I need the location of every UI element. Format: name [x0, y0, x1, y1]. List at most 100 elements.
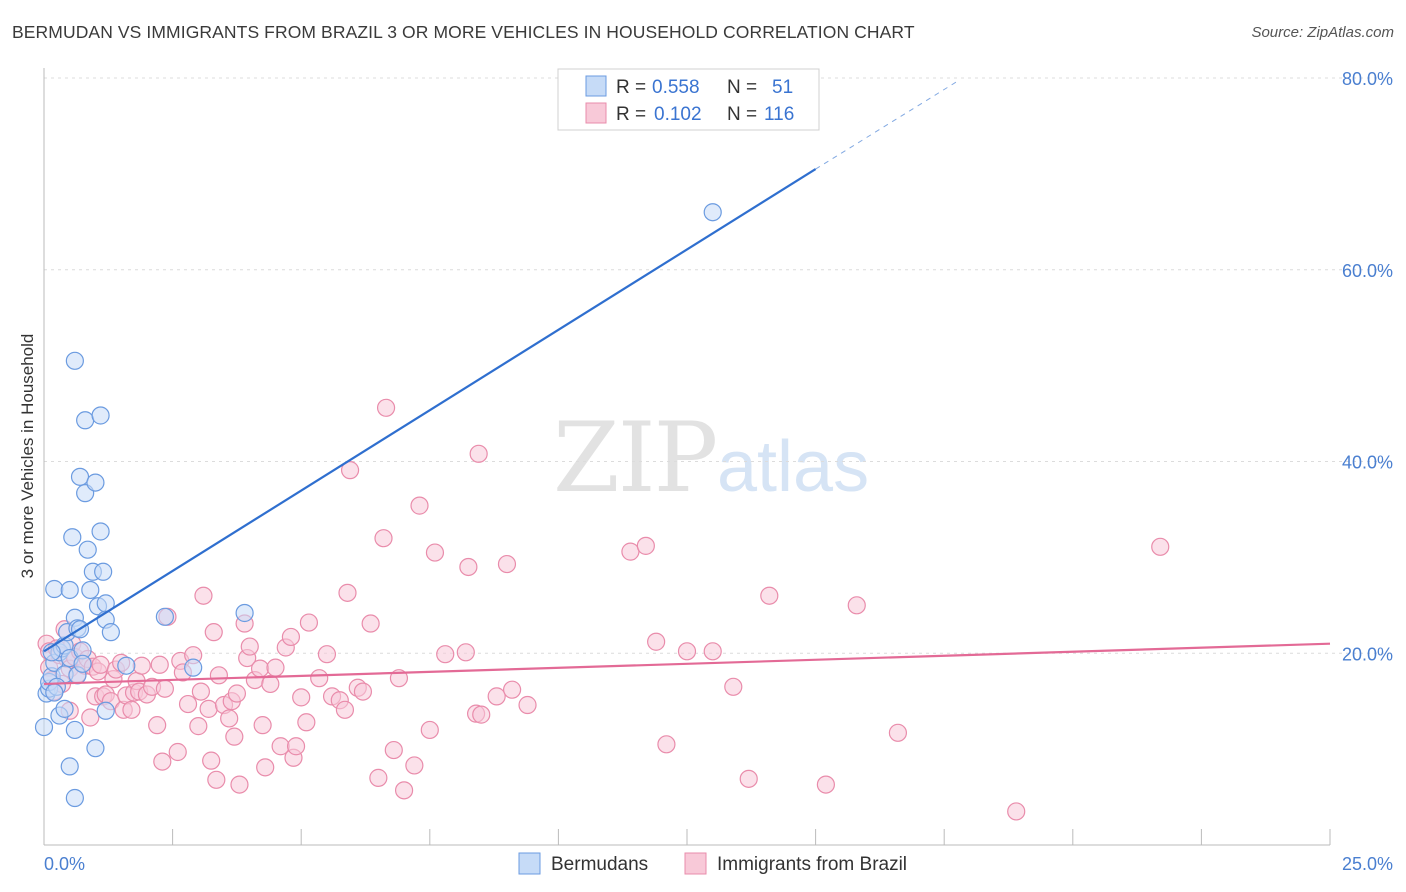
- brazil-point: [297, 713, 316, 732]
- bermudans-point: [65, 788, 84, 808]
- brazil-point: [487, 687, 506, 706]
- bermudans-point: [76, 411, 95, 430]
- brazil-point: [621, 542, 640, 561]
- bermudans-point: [55, 699, 74, 718]
- x-tick-label-max: 25.0%: [1342, 854, 1393, 874]
- brazil-point: [230, 775, 249, 794]
- brazil-point: [724, 677, 743, 696]
- bermudans-point: [63, 528, 82, 547]
- brazil-point: [202, 751, 221, 770]
- y-tick-label-80: 80.0%: [1342, 69, 1393, 89]
- brazil-point: [194, 586, 213, 605]
- brazil-point: [209, 666, 228, 685]
- brazil-point: [361, 614, 380, 633]
- brazil-point: [518, 695, 537, 715]
- brazil-point: [240, 637, 259, 656]
- y-axis-label: 3 or more Vehicles in Household: [18, 334, 37, 579]
- stats-r-value-bermudans: 0.558: [652, 77, 700, 98]
- brazil-point: [286, 737, 306, 756]
- brazil-point: [191, 682, 210, 701]
- gridlines: [44, 77, 1393, 654]
- brazil-point: [657, 735, 676, 754]
- brazil-point: [281, 627, 301, 647]
- bermudans-point: [91, 406, 110, 425]
- bermudans-point: [703, 203, 722, 222]
- brazil-point: [703, 642, 722, 661]
- stats-legend-swatch-bermudans: [585, 75, 607, 97]
- stats-n-value-bermudans: 51: [772, 77, 793, 98]
- bermudans-point: [94, 562, 113, 581]
- bermudans-point: [96, 701, 115, 720]
- brazil-point: [310, 669, 329, 688]
- brazil-point: [503, 680, 522, 699]
- brazil-point: [250, 659, 270, 678]
- bermudans-point: [45, 579, 64, 599]
- y-tick-labels: 20.0% 40.0% 60.0% 80.0%: [1342, 69, 1393, 664]
- bermudans-point: [81, 580, 100, 600]
- brazil-point: [220, 709, 239, 728]
- chart-source: Source: ZipAtlas.com: [1251, 24, 1394, 41]
- bermudans-point: [91, 522, 110, 541]
- bermudans-point: [70, 467, 90, 486]
- trend-lines: [43, 79, 1331, 686]
- series-legend: Bermudans Immigrants from Brazil: [518, 852, 907, 875]
- brazil-point: [227, 684, 246, 703]
- trend-line-bermudans-extension: [815, 79, 960, 170]
- bermudans-point: [86, 739, 105, 758]
- stats-n-label-bermudans: N =: [727, 77, 757, 98]
- trend-line-brazil: [43, 642, 1331, 686]
- bermudans-point: [65, 720, 84, 740]
- brazil-point: [425, 543, 445, 562]
- x-tick-label-min: 0.0%: [44, 854, 85, 874]
- brazil-point: [420, 720, 439, 740]
- brazil-point: [256, 758, 275, 777]
- legend-swatch-brazil: [684, 852, 707, 875]
- brazil-point: [225, 727, 244, 746]
- brazil-point: [436, 645, 455, 664]
- bermudans-point: [86, 473, 105, 492]
- brazil-point: [317, 645, 337, 664]
- brazil-point: [132, 656, 151, 675]
- brazil-point: [353, 682, 373, 701]
- brazil-point: [459, 557, 478, 577]
- watermark-atlas: atlas: [717, 427, 869, 507]
- brazil-point: [148, 716, 167, 735]
- chart-title: BERMUDAN VS IMMIGRANTS FROM BRAZIL 3 OR …: [12, 22, 915, 42]
- brazil-point: [1007, 802, 1026, 821]
- brazil-point: [760, 586, 779, 605]
- brazil-point: [155, 679, 174, 698]
- brazil-point: [369, 768, 388, 787]
- bermudans-point: [60, 580, 79, 600]
- brazil-point: [292, 688, 311, 707]
- bermudans-point: [184, 658, 203, 677]
- y-tick-label-60: 60.0%: [1342, 261, 1393, 281]
- brazil-point: [340, 461, 360, 480]
- x-ticks: [43, 829, 1331, 845]
- legend-swatch-bermudans: [518, 852, 541, 875]
- brazil-point: [456, 643, 475, 662]
- brazil-point: [376, 398, 396, 417]
- bermudans-point: [235, 603, 254, 623]
- bermudans-point: [73, 654, 92, 673]
- stats-legend-swatch-brazil: [585, 102, 607, 124]
- brazil-point: [384, 740, 403, 760]
- legend-label-bermudans: Bermudans: [551, 854, 648, 875]
- brazil-point: [199, 699, 218, 718]
- stats-n-label-brazil: N =: [727, 104, 757, 125]
- brazil-point: [150, 655, 169, 674]
- brazil-point: [178, 694, 198, 714]
- brazil-point: [888, 723, 908, 742]
- series-bermudans-points: [34, 203, 722, 808]
- bermudans-point: [101, 623, 120, 642]
- brazil-point: [122, 700, 141, 719]
- bermudans-point: [65, 351, 84, 370]
- brazil-point: [168, 742, 187, 762]
- brazil-point: [394, 781, 414, 800]
- brazil-point: [739, 769, 758, 788]
- brazil-point: [253, 716, 272, 735]
- brazil-point: [472, 705, 491, 724]
- y-tick-label-20: 20.0%: [1342, 644, 1393, 664]
- brazil-point: [207, 770, 226, 789]
- bermudans-point: [78, 540, 97, 559]
